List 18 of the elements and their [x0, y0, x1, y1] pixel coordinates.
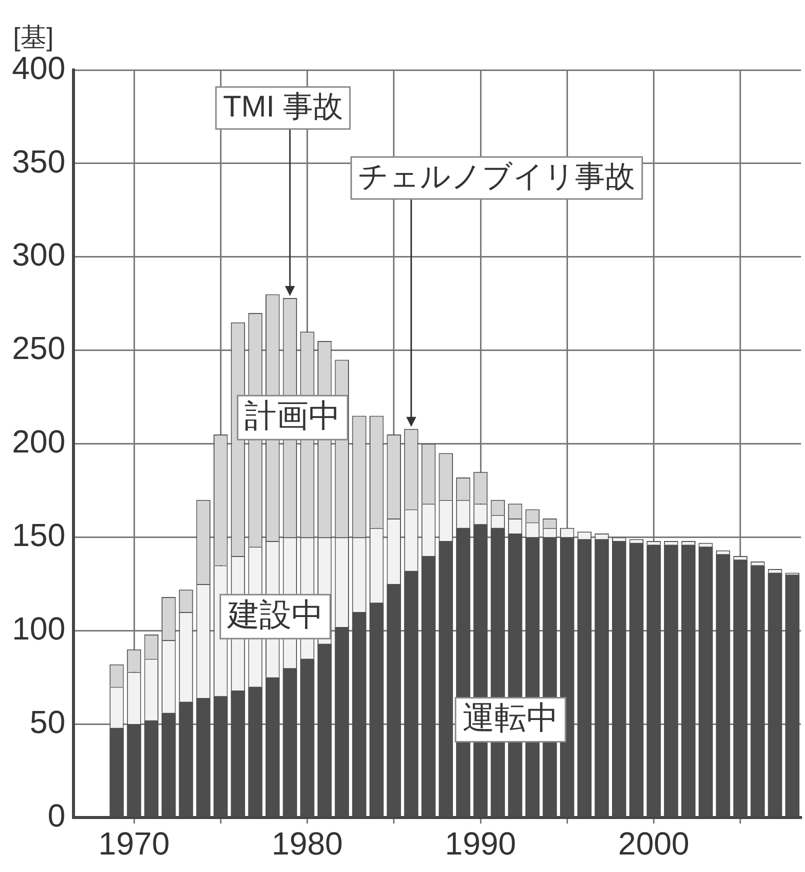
y-axis-title: [基]: [13, 22, 54, 52]
y-tick-label: 50: [30, 704, 66, 740]
y-tick-label: 150: [12, 517, 66, 554]
y-tick-label: 0: [48, 797, 66, 834]
x-tick-label: 1990: [444, 826, 516, 862]
y-tick-label: 250: [12, 330, 66, 366]
x-tick-label: 1980: [272, 826, 343, 862]
x-tick-label: 1970: [98, 826, 170, 862]
y-tick-label: 100: [12, 610, 66, 647]
x-tick-label: 2000: [618, 826, 690, 862]
series-label: 運転中: [462, 700, 559, 736]
annotation: TMI 事故: [222, 90, 343, 124]
series-label: 建設中: [226, 596, 324, 633]
y-tick-label: 300: [12, 236, 66, 273]
y-tick-label: 350: [12, 143, 66, 180]
series-label: 計画中: [244, 397, 341, 434]
annotation: チェルノブイリ事故: [358, 160, 636, 194]
y-tick-label: 200: [12, 424, 66, 460]
